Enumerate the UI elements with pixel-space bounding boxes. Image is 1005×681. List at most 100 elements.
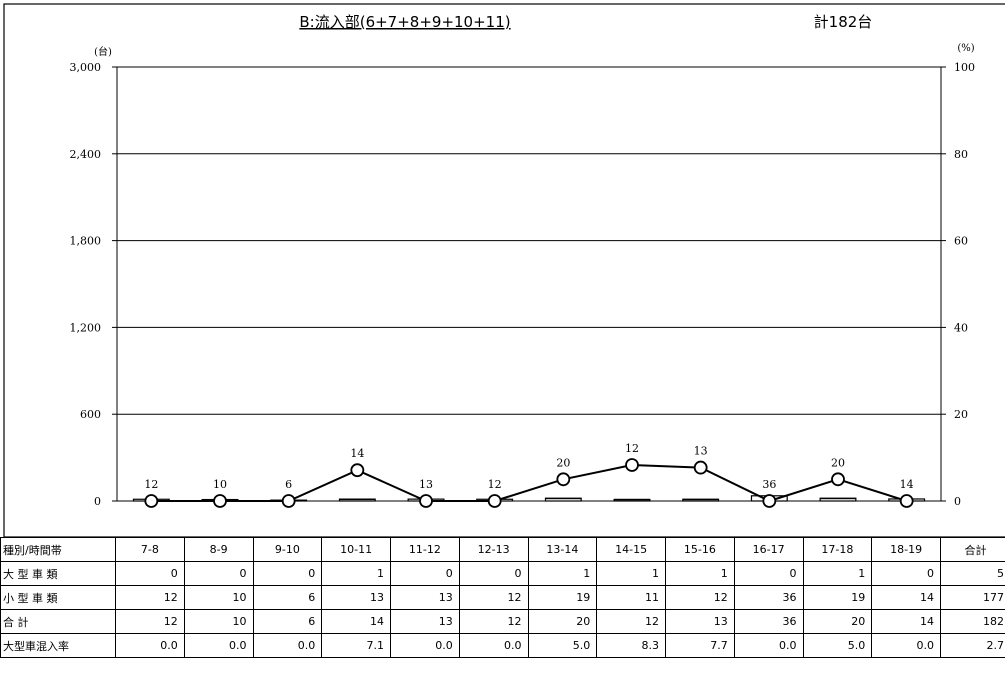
table-cell: 0 xyxy=(733,561,804,586)
data-label: 6 xyxy=(285,478,292,491)
y-right-tick-label: 100 xyxy=(954,61,975,74)
header-cat: 16-17 xyxy=(733,537,804,562)
table-cell: 0.0 xyxy=(183,633,254,658)
data-label: 14 xyxy=(350,447,364,460)
y-left-ticks: 0 600 1,200 1,800 2,400 3,000 xyxy=(70,61,102,508)
bar-large xyxy=(613,498,651,501)
table-cell: 13 xyxy=(390,609,460,634)
row-total: 2.7 xyxy=(940,633,1005,658)
table-cell: 14 xyxy=(321,609,391,634)
table-cell: 0.0 xyxy=(458,633,529,658)
header-cat: 17-18 xyxy=(802,537,873,562)
grid xyxy=(112,66,946,502)
table-cell: 14 xyxy=(871,585,941,610)
row-label: 小 型 車 類 xyxy=(0,585,116,610)
table-cell: 0 xyxy=(871,561,941,586)
row-label: 大 型 車 類 xyxy=(0,561,116,586)
header-cat: 7-8 xyxy=(115,537,185,562)
header-cat: 13-14 xyxy=(527,537,598,562)
table-cell: 0 xyxy=(458,561,529,586)
total-label: 計182台 xyxy=(814,13,873,31)
table-cell: 13 xyxy=(390,585,460,610)
table-cell: 12 xyxy=(115,609,185,634)
ratio-line xyxy=(144,458,914,508)
table-cell: 5.0 xyxy=(802,633,873,658)
y-right-ticks: 0 20 40 60 80 100 xyxy=(954,61,975,508)
table-cell: 1 xyxy=(665,561,735,586)
table-cell: 14 xyxy=(871,609,941,634)
table-row: 大型車混入率 0.0 0.0 0.0 7.1 0.0 0.0 5.0 8.3 7.7 0.0 5.0 0… xyxy=(0,633,1005,658)
row-total: 5 xyxy=(940,561,1005,586)
row-total: 177 xyxy=(940,585,1005,610)
table-cell: 12 xyxy=(458,585,529,610)
table-cell: 0.0 xyxy=(115,633,185,658)
ratio-marker xyxy=(487,494,502,508)
table-cell: 13 xyxy=(665,609,735,634)
data-label: 20 xyxy=(556,456,570,469)
chart-frame xyxy=(3,3,1005,537)
chart-title: B:流入部(6+7+8+9+10+11) xyxy=(299,13,510,31)
table-cell: 19 xyxy=(802,585,873,610)
table-cell: 12 xyxy=(115,585,185,610)
ratio-marker xyxy=(693,460,708,475)
ratio-polyline xyxy=(151,463,907,503)
y-left-unit: (台) xyxy=(94,45,112,58)
ratio-marker xyxy=(899,494,914,508)
header-total: 合計 xyxy=(940,537,1005,562)
table-cell: 0 xyxy=(115,561,185,586)
table-cell: 19 xyxy=(527,585,598,610)
bar-large xyxy=(339,498,376,501)
ratio-marker xyxy=(144,494,159,508)
table-cell: 0 xyxy=(252,561,323,586)
table-cell: 0.0 xyxy=(252,633,323,658)
table-cell: 36 xyxy=(733,585,804,610)
ratio-marker xyxy=(213,494,227,508)
table-cell: 0 xyxy=(183,561,254,586)
y-right-tick-label: 40 xyxy=(954,321,968,334)
y-left-tick-label: 2,400 xyxy=(70,148,102,161)
ratio-marker xyxy=(419,494,433,508)
data-label: 12 xyxy=(488,478,502,491)
ratio-marker xyxy=(350,463,365,478)
bar-large xyxy=(682,498,719,501)
ratio-marker xyxy=(281,494,296,508)
table-cell: 20 xyxy=(527,609,598,634)
y-left-tick-label: 0 xyxy=(94,495,101,508)
y-right-tick-label: 20 xyxy=(954,408,968,421)
bar-large xyxy=(819,497,857,500)
table-cell: 7.7 xyxy=(665,633,735,658)
data-label: 12 xyxy=(144,478,158,491)
header-cat: 8-9 xyxy=(183,537,254,562)
table-cell: 36 xyxy=(733,609,804,634)
table-cell: 20 xyxy=(802,609,873,634)
table-cell: 1 xyxy=(527,561,598,586)
table-cell: 0.0 xyxy=(733,633,804,658)
table-cell: 12 xyxy=(665,585,735,610)
table-row: 小 型 車 類 12 10 6 13 13 12 19 11 12 36 19 14 177 xyxy=(0,585,1005,610)
row-label: 大型車混入率 xyxy=(0,633,116,658)
table-cell: 12 xyxy=(596,609,666,634)
ratio-marker xyxy=(831,472,845,487)
table-cell: 0.0 xyxy=(871,633,941,658)
bar-large xyxy=(545,497,582,500)
header-cat: 18-19 xyxy=(871,537,941,562)
header-cat: 15-16 xyxy=(665,537,735,562)
table-cell: 0.0 xyxy=(390,633,460,658)
table-cell: 12 xyxy=(458,609,529,634)
table-cell: 0 xyxy=(390,561,460,586)
ratio-marker xyxy=(556,472,571,487)
y-right-tick-label: 0 xyxy=(954,495,961,508)
table-cell: 1 xyxy=(321,561,391,586)
table-cell: 1 xyxy=(802,561,873,586)
y-right-tick-label: 80 xyxy=(954,148,968,161)
table-cell: 10 xyxy=(183,585,254,610)
table-cell: 11 xyxy=(596,585,666,610)
data-label: 14 xyxy=(900,478,914,491)
y-left-tick-label: 3,000 xyxy=(70,61,102,74)
table-cell: 1 xyxy=(596,561,666,586)
table-header-row: 種別/時間帯 7-8 8-9 9-10 10-11 11-12 12-13 13… xyxy=(0,537,1005,562)
header-cat: 9-10 xyxy=(252,537,323,562)
data-label: 13 xyxy=(694,445,708,458)
table-cell: 6 xyxy=(252,585,323,610)
